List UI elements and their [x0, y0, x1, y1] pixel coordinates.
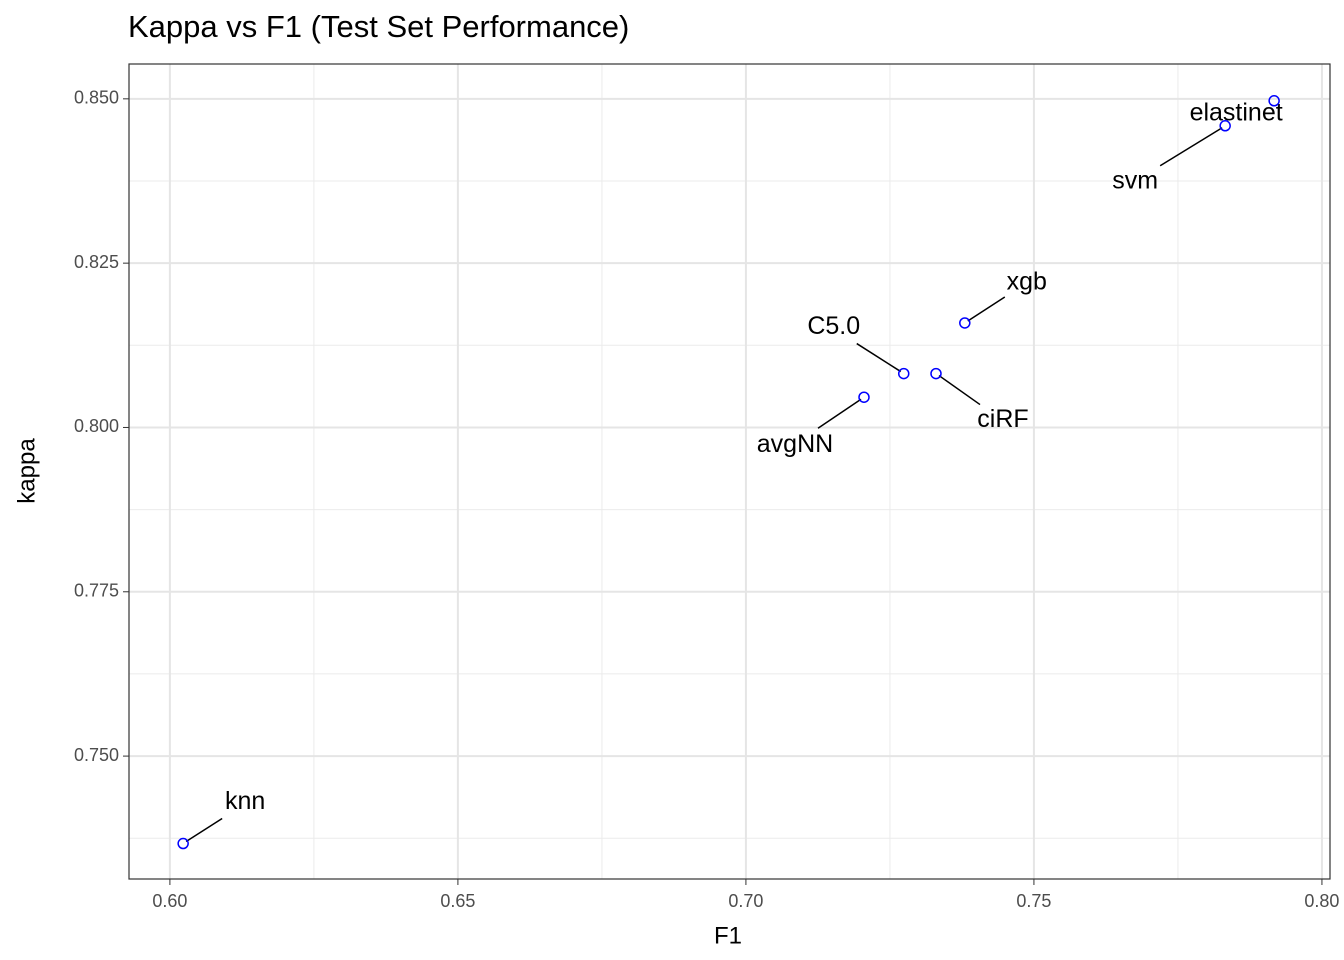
label-leader: [185, 817, 223, 843]
point-label: C5.0: [807, 312, 860, 340]
x-axis-title: F1: [714, 922, 742, 949]
point: [930, 367, 942, 380]
point-label: elastinet: [1190, 98, 1283, 126]
point: [858, 391, 870, 403]
x-tick-label: 0.65: [440, 891, 475, 911]
label-leader: [938, 374, 981, 406]
point-label: knn: [225, 787, 265, 815]
point: [177, 837, 189, 850]
point: [1268, 95, 1280, 107]
label-leader: [856, 342, 902, 373]
x-tick-label: 0.60: [152, 891, 187, 911]
point-label: ciRF: [977, 405, 1028, 433]
y-tick-label: 0.775: [74, 581, 119, 601]
x-tick-label: 0.80: [1304, 891, 1339, 911]
chart-title: Kappa vs F1 (Test Set Performance): [128, 9, 629, 44]
y-tick-label: 0.750: [74, 745, 119, 765]
point-label: xgb: [1007, 268, 1047, 296]
point: [897, 367, 910, 380]
point: [1219, 120, 1231, 132]
panel-border: [128, 63, 1331, 880]
x-tick-label: 0.75: [1016, 891, 1051, 911]
label-leader: [967, 296, 1006, 322]
label-leader: [1159, 127, 1223, 167]
x-tick-label: 0.70: [728, 891, 763, 911]
y-axis-title: kappa: [13, 438, 40, 504]
y-tick-label: 0.800: [74, 416, 119, 436]
y-tick-label: 0.850: [74, 88, 119, 108]
y-tick-label: 0.825: [74, 252, 119, 272]
point-label: svm: [1112, 166, 1158, 194]
point: [959, 317, 971, 329]
point-label: avgNN: [757, 430, 833, 458]
label-leader: [817, 398, 862, 429]
